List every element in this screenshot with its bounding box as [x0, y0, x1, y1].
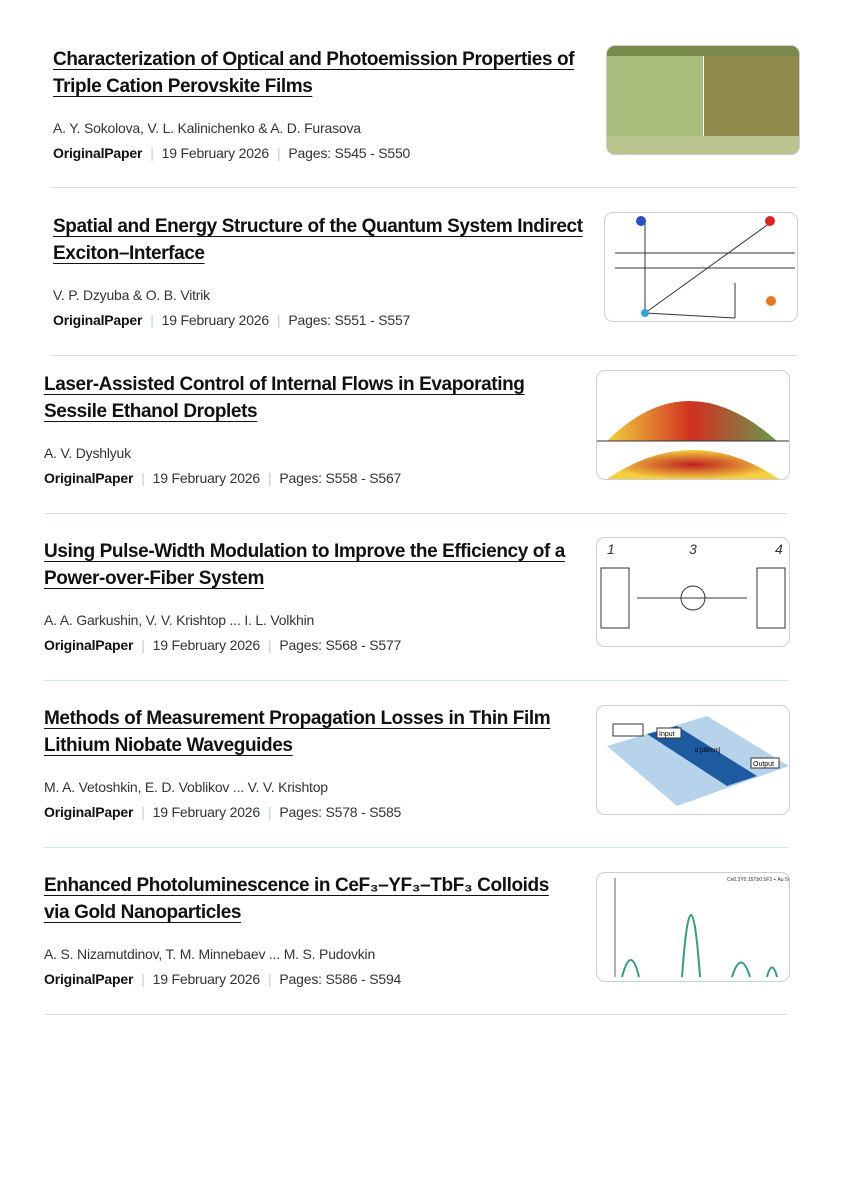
article-title-link[interactable]: Spatial and Energy Structure of the Quan…: [53, 216, 583, 264]
article-authors: A. V. Dyshlyuk: [44, 445, 131, 461]
separator: |: [141, 971, 145, 987]
article-thumbnail[interactable]: 1 3 4: [596, 537, 790, 647]
article-thumbnail[interactable]: Ce0.3Y0.15Tb0.5F3 + Au 50 nm: [596, 872, 790, 982]
article-pages: Pages: S551 - S557: [288, 312, 411, 328]
article-date: 19 February 2026: [161, 312, 270, 328]
article-pages: Pages: S545 - S550: [288, 145, 411, 161]
article-authors: A. Y. Sokolova, V. L. Kalinichenko & A. …: [53, 120, 361, 136]
article-title: Using Pulse-Width Modulation to Improve …: [44, 538, 574, 592]
separator: |: [276, 145, 281, 161]
article-thumbnail[interactable]: [606, 45, 800, 155]
svg-text:Input: Input: [659, 731, 675, 738]
divider: [44, 680, 788, 681]
divider: [44, 1014, 788, 1015]
article-pages: Pages: S568 - S577: [279, 637, 402, 653]
article-title: Enhanced Photoluminescence in CeF₃–YF₃–T…: [44, 872, 574, 926]
article-meta: OriginalPaper | 19 February 2026 | Pages: S5…: [44, 971, 401, 987]
article-type: OriginalPaper: [44, 804, 134, 820]
article-authors: A. S. Nizamutdinov, T. M. Minnebaev ... …: [44, 946, 376, 962]
article-date: 19 February 2026: [152, 971, 261, 987]
article-pages: Pages: S558 - S567: [279, 470, 402, 486]
article-type: OriginalPaper: [44, 971, 134, 987]
separator: |: [276, 312, 281, 328]
svg-text:3: 3: [689, 541, 697, 557]
article-title: Spatial and Energy Structure of the Quan…: [53, 213, 583, 267]
article-meta: OriginalPaper | 19 February 2026 | Pages: S5…: [44, 470, 401, 486]
article-type: OriginalPaper: [53, 145, 143, 161]
article-title-link[interactable]: Using Pulse-Width Modulation to Improve …: [44, 541, 565, 589]
svg-text:Output: Output: [753, 761, 774, 768]
separator: |: [267, 971, 272, 987]
svg-text:4: 4: [775, 541, 783, 557]
article-thumbnail[interactable]: [604, 212, 798, 322]
article-meta: OriginalPaper | 19 February 2026 | Pages: S5…: [44, 637, 401, 653]
article-pages: Pages: S578 - S585: [279, 804, 402, 820]
article-pages: Pages: S586 - S594: [279, 971, 402, 987]
separator: |: [267, 804, 272, 820]
separator: |: [267, 470, 272, 486]
article-meta: OriginalPaper | 19 February 2026 | Pages: S5…: [53, 312, 410, 328]
separator: |: [267, 637, 272, 653]
article-title-link[interactable]: Methods of Measurement Propagation Losse…: [44, 708, 551, 756]
article-thumbnail[interactable]: Input Output α [dB/cm]: [596, 705, 790, 815]
article-type: OriginalPaper: [44, 470, 134, 486]
article-type: OriginalPaper: [44, 637, 134, 653]
article-thumbnail[interactable]: [596, 370, 790, 480]
article-authors: V. P. Dzyuba & O. B. Vitrik: [53, 287, 210, 303]
separator: |: [150, 312, 154, 328]
article-title: Characterization of Optical and Photoemi…: [53, 46, 583, 100]
article-type: OriginalPaper: [53, 312, 143, 328]
divider: [53, 187, 797, 188]
article-title-link[interactable]: Laser-Assisted Control of Internal Flows…: [44, 374, 525, 422]
divider: [53, 355, 797, 356]
svg-text:1: 1: [607, 541, 615, 557]
svg-text:Ce0.3Y0.15Tb0.5F3 + Au 50 nm: Ce0.3Y0.15Tb0.5F3 + Au 50 nm: [727, 877, 789, 883]
separator: |: [141, 470, 145, 486]
article-date: 19 February 2026: [152, 637, 261, 653]
article-meta: OriginalPaper | 19 February 2026 | Pages: S5…: [44, 804, 401, 820]
article-date: 19 February 2026: [152, 804, 261, 820]
article-authors: M. A. Vetoshkin, E. D. Voblikov ... V. V…: [44, 779, 328, 795]
divider: [44, 847, 788, 848]
article-title: Methods of Measurement Propagation Losse…: [44, 705, 574, 759]
separator: |: [141, 637, 145, 653]
article-authors: A. A. Garkushin, V. V. Krishtop ... I. L…: [44, 612, 315, 628]
separator: |: [141, 804, 145, 820]
svg-text:α [dB/cm]: α [dB/cm]: [695, 748, 721, 754]
article-title: Laser-Assisted Control of Internal Flows…: [44, 371, 574, 425]
separator: |: [150, 145, 154, 161]
article-date: 19 February 2026: [161, 145, 270, 161]
article-title-link[interactable]: Characterization of Optical and Photoemi…: [53, 49, 575, 97]
article-meta: OriginalPaper | 19 February 2026 | Pages: S5…: [53, 145, 410, 161]
divider: [44, 513, 788, 514]
article-date: 19 February 2026: [152, 470, 261, 486]
article-title-link[interactable]: Enhanced Photoluminescence in CeF₃–YF₃–T…: [44, 875, 549, 923]
